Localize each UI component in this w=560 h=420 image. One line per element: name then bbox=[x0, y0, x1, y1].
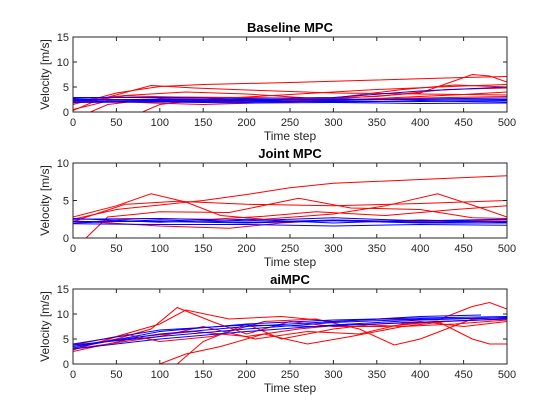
x-tick-label: 300 bbox=[324, 243, 342, 255]
series-line-red bbox=[73, 76, 507, 105]
x-tick-label: 450 bbox=[454, 243, 472, 255]
x-tick-label: 450 bbox=[454, 117, 472, 129]
chart-title: aiMPC bbox=[270, 272, 310, 287]
series-line-red bbox=[73, 306, 507, 347]
series-line-red bbox=[73, 197, 507, 238]
x-tick-label: 50 bbox=[110, 243, 122, 255]
x-tick-label: 100 bbox=[151, 117, 169, 129]
x-tick-label: 350 bbox=[368, 243, 386, 255]
x-axis-label: Time step bbox=[264, 255, 317, 269]
x-tick-label: 250 bbox=[281, 369, 299, 381]
x-tick-label: 200 bbox=[237, 243, 255, 255]
y-tick-label: 0 bbox=[63, 233, 69, 245]
x-tick-label: 100 bbox=[151, 369, 169, 381]
x-tick-label: 0 bbox=[70, 117, 76, 129]
y-axis-label: Velocity [m/s] bbox=[38, 39, 52, 110]
series-line-blue bbox=[73, 98, 507, 103]
series-group bbox=[73, 73, 507, 112]
x-tick-label: 200 bbox=[237, 117, 255, 129]
series-line-red bbox=[73, 200, 507, 222]
subplot-aimpc: 0 50 100 150 200 250 300 350 400 450 500 0 5 10 15 aiMP… bbox=[38, 272, 516, 395]
x-tick-label: 400 bbox=[411, 243, 429, 255]
x-tick-label: 100 bbox=[151, 243, 169, 255]
x-tick-label: 150 bbox=[194, 243, 212, 255]
series-line-red bbox=[73, 84, 507, 112]
x-tick-label: 350 bbox=[368, 369, 386, 381]
y-axis-label: Velocity [m/s] bbox=[38, 165, 52, 236]
x-tick-label: 50 bbox=[110, 369, 122, 381]
series-line-blue bbox=[73, 219, 507, 224]
x-tick-label: 500 bbox=[498, 117, 516, 129]
series-line-red bbox=[73, 319, 507, 352]
y-tick-label: 0 bbox=[63, 359, 69, 371]
y-tick-label: 15 bbox=[57, 32, 69, 44]
x-tick-label: 450 bbox=[454, 369, 472, 381]
chart-title: Joint MPC bbox=[258, 146, 322, 161]
series-line-red bbox=[73, 317, 507, 351]
x-tick-label: 400 bbox=[411, 369, 429, 381]
y-tick-label: 0 bbox=[63, 107, 69, 119]
y-tick-label: 15 bbox=[57, 284, 69, 296]
x-tick-label: 300 bbox=[324, 117, 342, 129]
series-line-red bbox=[73, 219, 507, 229]
x-axis-label: Time step bbox=[264, 381, 317, 395]
x-tick-label: 150 bbox=[194, 117, 212, 129]
y-axis-label: Velocity [m/s] bbox=[38, 291, 52, 362]
x-tick-label: 500 bbox=[498, 243, 516, 255]
series-line-blue bbox=[73, 223, 507, 227]
series-line-blue bbox=[73, 86, 507, 100]
y-tick-label: 10 bbox=[57, 57, 69, 69]
x-tick-label: 400 bbox=[411, 117, 429, 129]
y-tick-label: 5 bbox=[63, 82, 69, 94]
series-line-blue bbox=[73, 314, 482, 347]
x-tick-label: 300 bbox=[324, 369, 342, 381]
series-line-blue bbox=[73, 101, 507, 105]
series-line-red bbox=[73, 193, 507, 220]
x-axis-label: Time step bbox=[264, 129, 317, 143]
x-tick-label: 350 bbox=[368, 117, 386, 129]
chart-title: Baseline MPC bbox=[247, 20, 334, 35]
series-line-blue bbox=[73, 318, 507, 345]
series-line-blue bbox=[73, 317, 507, 350]
subplot-joint-mpc: 0 50 100 150 200 250 300 350 400 450 500 0 5 10 Joint … bbox=[38, 146, 516, 269]
series-line-red bbox=[73, 175, 507, 220]
series-line-blue bbox=[73, 316, 507, 349]
x-tick-label: 50 bbox=[110, 117, 122, 129]
x-tick-label: 250 bbox=[281, 117, 299, 129]
y-tick-label: 10 bbox=[57, 158, 69, 170]
x-tick-label: 0 bbox=[70, 243, 76, 255]
x-tick-label: 0 bbox=[70, 369, 76, 381]
series-line-red bbox=[73, 318, 507, 364]
y-tick-label: 5 bbox=[63, 196, 69, 208]
series-group bbox=[73, 301, 507, 364]
series-group bbox=[73, 175, 507, 238]
x-tick-label: 150 bbox=[194, 369, 212, 381]
subplot-baseline-mpc: 0 50 100 150 200 250 300 350 400 450 500 0 5 10 15 Base… bbox=[38, 20, 516, 143]
series-line-blue bbox=[73, 98, 507, 102]
y-tick-label: 5 bbox=[63, 334, 69, 346]
x-tick-label: 500 bbox=[498, 369, 516, 381]
x-tick-label: 250 bbox=[281, 243, 299, 255]
y-tick-label: 10 bbox=[57, 309, 69, 321]
axes-box bbox=[72, 288, 508, 365]
x-tick-label: 200 bbox=[237, 369, 255, 381]
